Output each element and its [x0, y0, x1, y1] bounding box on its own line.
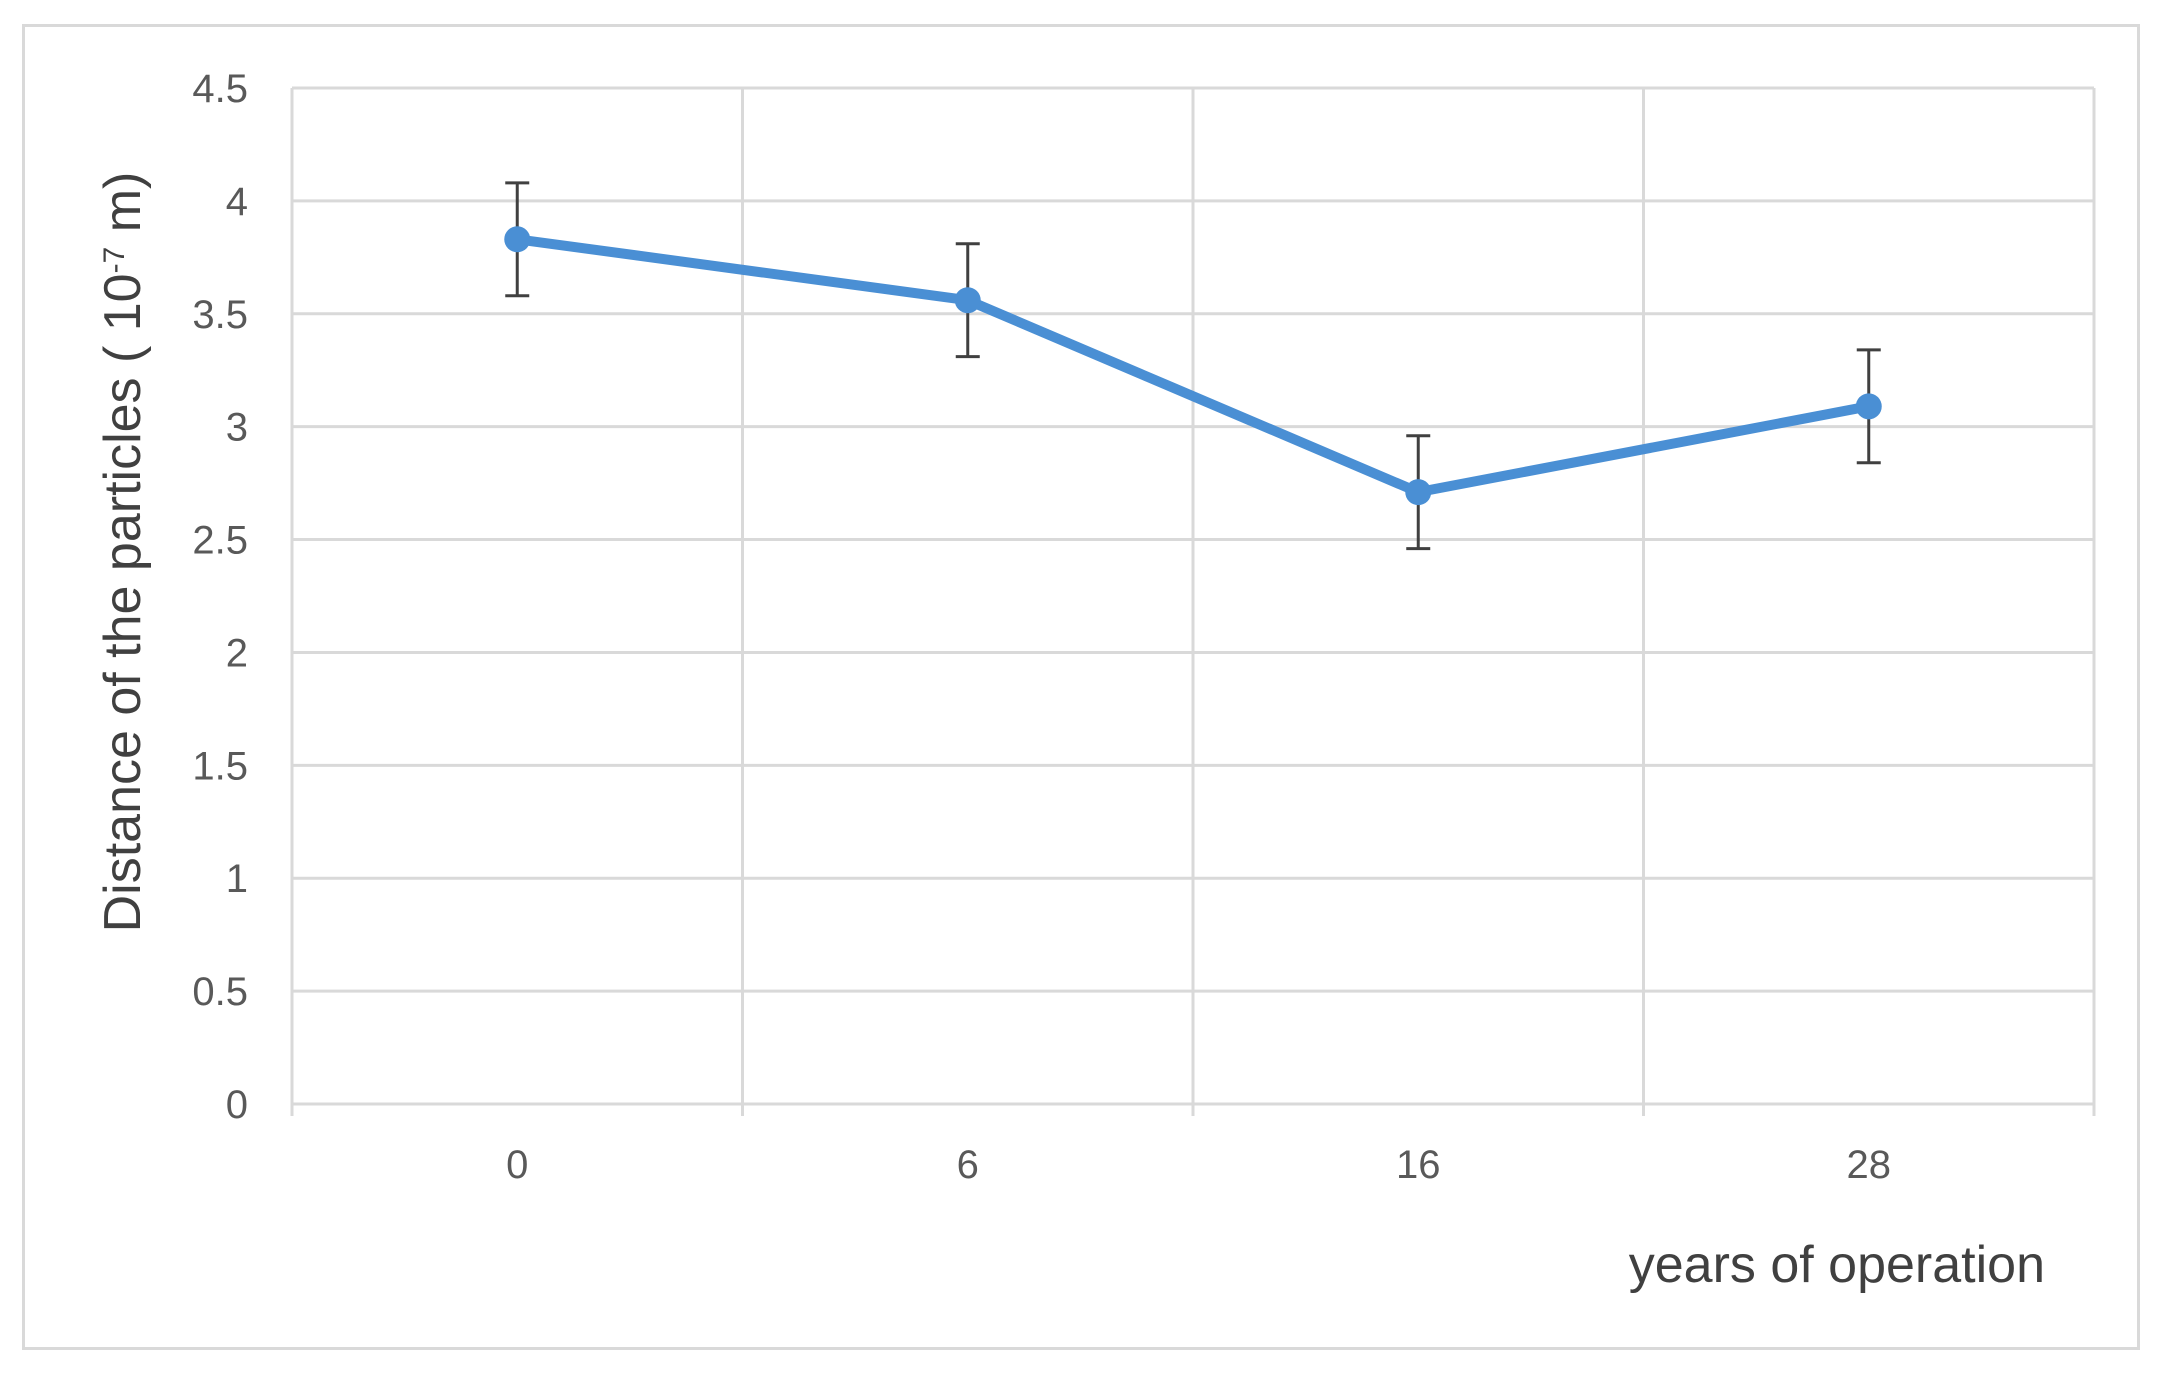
y-axis-title-exponent: -7 — [98, 247, 131, 274]
x-tick-labels: 0 6 16 28 — [506, 1143, 1891, 1187]
gridlines — [290, 86, 2096, 1116]
y-tick-label: 0 — [226, 1083, 248, 1127]
x-tick-label: 6 — [957, 1143, 979, 1187]
data-markers — [504, 226, 1882, 506]
y-axis-title: Distance of the particles ( 10-7 m) — [94, 172, 152, 933]
data-point — [504, 226, 531, 253]
data-point — [954, 287, 981, 314]
y-tick-label: 1.5 — [192, 744, 248, 788]
chart-frame — [22, 24, 2140, 1350]
data-point — [1405, 479, 1432, 506]
y-tick-label: 2.5 — [192, 519, 248, 563]
y-tick-label: 4.5 — [192, 67, 248, 111]
x-tick-label: 28 — [1847, 1143, 1892, 1187]
y-tick-label: 2 — [226, 631, 248, 675]
y-tick-label: 4 — [226, 180, 248, 224]
y-tick-label: 0.5 — [192, 970, 248, 1014]
data-series — [512, 234, 1874, 498]
x-tick-label: 0 — [506, 1143, 528, 1187]
series-line — [512, 234, 1874, 498]
y-tick-label: 1 — [226, 857, 248, 901]
x-axis-title: years of operation — [1629, 1236, 2045, 1294]
y-tick-labels: 0 0.5 1 1.5 2 2.5 3 3.5 4 4.5 — [192, 67, 248, 1127]
y-tick-label: 3.5 — [192, 293, 248, 337]
x-tick-label: 16 — [1396, 1143, 1441, 1187]
y-axis-title-main: Distance of the particles ( 10 — [94, 273, 152, 932]
y-tick-label: 3 — [226, 406, 248, 450]
y-axis-title-suffix: m) — [94, 172, 152, 247]
data-point — [1855, 393, 1882, 420]
